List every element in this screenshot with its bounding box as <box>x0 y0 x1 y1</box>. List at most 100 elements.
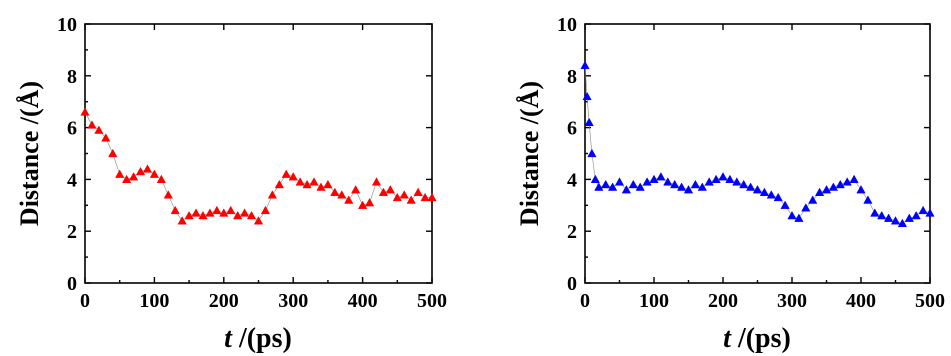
y-tick-label: 8 <box>567 66 577 88</box>
y-tick-label: 4 <box>567 169 577 191</box>
data-point <box>842 177 852 186</box>
data-point <box>601 179 611 189</box>
data-point <box>670 179 680 189</box>
x-axis-label: t /(ps) <box>224 323 292 354</box>
data-point <box>656 172 666 181</box>
data-point <box>801 203 811 212</box>
data-point <box>821 185 832 194</box>
data-point <box>690 179 701 189</box>
data-point <box>253 216 264 225</box>
data-point <box>337 190 347 199</box>
y-axis-label: Distance /(Å) <box>515 81 544 226</box>
data-point <box>732 177 742 186</box>
data-point <box>883 213 894 222</box>
data-point <box>184 210 194 220</box>
x-tick-label: 300 <box>777 290 807 312</box>
data-point <box>635 182 645 191</box>
data-point <box>787 210 797 220</box>
data-point <box>628 179 638 189</box>
data-point <box>711 174 721 184</box>
left-panel: 0 100 200 300 400 500 0 2 4 6 8 10 Distance /(Å) t /(… <box>15 14 447 354</box>
data-point <box>587 148 597 158</box>
y-tick-label: 6 <box>67 118 77 140</box>
data-point <box>246 210 257 220</box>
data-point <box>115 169 125 178</box>
data-point <box>309 177 319 186</box>
data-point <box>590 174 600 184</box>
data-point <box>260 205 271 215</box>
data-point <box>302 179 312 189</box>
data-point <box>274 179 284 189</box>
data-point <box>427 192 437 202</box>
data-point <box>135 166 146 176</box>
y-tick-label: 2 <box>67 221 77 243</box>
data-point <box>621 185 632 194</box>
y-tick-label: 4 <box>67 169 77 191</box>
x-tick-label: 300 <box>278 290 308 312</box>
data-point <box>420 192 430 202</box>
data-point <box>835 179 845 189</box>
data-point <box>226 205 236 215</box>
right-panel: 0 100 200 300 400 500 0 2 4 6 8 10 Distance /(Å) t /(… <box>515 14 945 354</box>
data-point <box>101 133 111 142</box>
data-point <box>739 179 749 189</box>
data-point <box>316 182 326 191</box>
data-point <box>870 208 880 217</box>
data-point <box>142 164 153 173</box>
data-point <box>766 190 776 199</box>
data-point <box>267 190 278 199</box>
data-point <box>108 148 118 158</box>
data-point <box>239 208 250 217</box>
x-tick-label: 200 <box>209 290 239 312</box>
data-point <box>413 187 423 196</box>
data-point <box>828 182 839 191</box>
data-point <box>364 197 375 207</box>
y-tick-label: 6 <box>567 118 577 140</box>
data-point <box>877 210 887 220</box>
data-point <box>890 216 901 225</box>
data-point <box>773 192 783 202</box>
data-point <box>649 174 659 184</box>
x-tick-label: 200 <box>708 290 738 312</box>
series-line <box>584 65 931 224</box>
y-tick-label: 0 <box>67 273 77 295</box>
data-point <box>128 172 139 181</box>
data-point <box>94 125 104 134</box>
y-tick-label: 2 <box>567 221 577 243</box>
data-point <box>856 185 866 194</box>
data-point <box>683 185 694 194</box>
x-axis-unit: /(ps) <box>731 323 791 354</box>
data-point <box>580 60 590 70</box>
data-point <box>911 210 921 220</box>
data-point <box>122 174 132 184</box>
data-point <box>697 182 707 191</box>
data-point <box>205 208 215 217</box>
data-point <box>371 177 382 186</box>
y-axis-label: Distance /(Å) <box>15 81 44 226</box>
x-tick-label: 100 <box>639 290 669 312</box>
data-point <box>288 172 298 181</box>
data-point <box>814 187 825 196</box>
x-tick-label: 400 <box>348 290 378 312</box>
data-point <box>212 205 222 215</box>
data-point <box>233 210 243 220</box>
plot-frame <box>84 23 433 284</box>
data-point <box>780 200 790 209</box>
data-point <box>794 213 804 222</box>
data-point <box>808 195 818 204</box>
x-axis-symbol: t <box>723 323 732 354</box>
data-point <box>704 177 714 186</box>
data-point <box>281 169 291 178</box>
data-point <box>582 91 592 101</box>
data-point <box>198 210 208 220</box>
y-tick-label: 8 <box>67 66 77 88</box>
data-point <box>849 174 859 184</box>
data-point <box>925 208 935 217</box>
x-tick-label: 0 <box>80 290 90 312</box>
data-point <box>177 216 187 225</box>
y-tick-label: 0 <box>567 273 577 295</box>
data-point <box>725 174 735 184</box>
data-point <box>87 120 97 129</box>
data-point <box>351 185 361 194</box>
data-point <box>378 187 389 196</box>
